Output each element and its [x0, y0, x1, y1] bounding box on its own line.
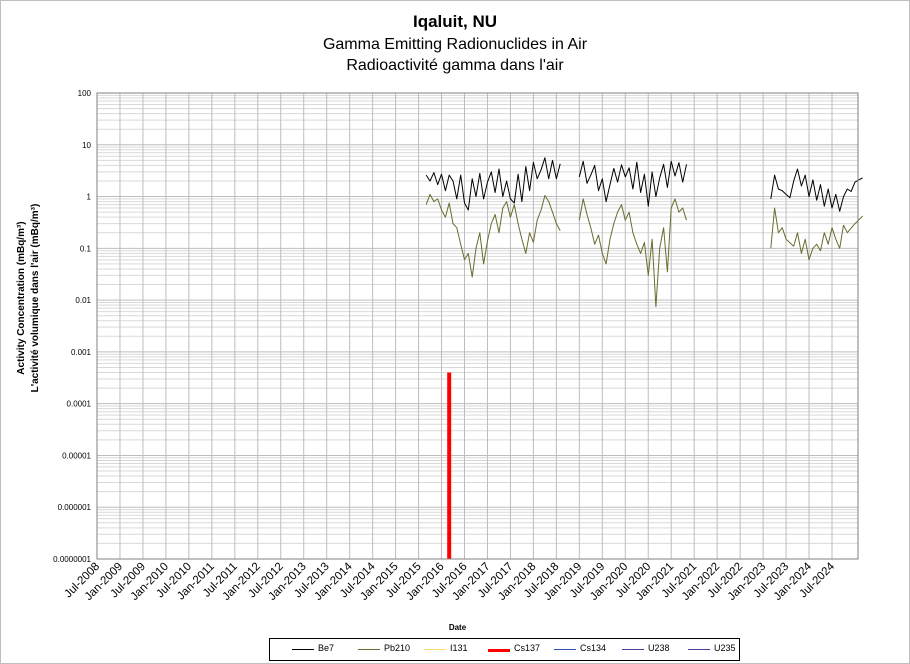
series-line-pb210 [425, 193, 561, 278]
plot-grid [96, 92, 858, 560]
chart-subtitle-en: Gamma Emitting Radionuclides in Air [322, 36, 588, 53]
series-line-be7 [578, 160, 687, 207]
legend-swatch [488, 649, 510, 652]
legend-swatch [358, 649, 380, 650]
y-tick-label: 0.1 [80, 244, 92, 253]
legend-label: I131 [450, 643, 468, 653]
chart-title: Iqaluit, NU [412, 12, 498, 31]
legend-label: U238 [648, 643, 670, 653]
series-line-pb210 [770, 207, 863, 261]
series-line-be7 [425, 157, 561, 211]
legend-label: Pb210 [384, 643, 411, 653]
x-axis-label: Date [449, 623, 467, 632]
chart-subtitle-fr: Radioactivité gamma dans l'air [346, 57, 564, 74]
legend-swatch [554, 649, 576, 650]
y-tick-label: 0.01 [75, 296, 91, 305]
legend-label: Be7 [318, 643, 335, 653]
y-tick-label: 1 [87, 193, 92, 202]
y-axis-label-fr: L'activité volumique dans l'air (mBq/m³) [30, 204, 41, 393]
legend-swatch [292, 649, 314, 650]
y-tick-label: 0.00001 [62, 451, 91, 460]
y-tick-label: 0.0001 [67, 400, 92, 409]
legend-label: Cs137 [514, 643, 541, 653]
y-axis-label-en: Activity Concentration (mBq/m³) [16, 221, 27, 374]
series-line-pb210 [578, 198, 687, 308]
legend-label: U235 [714, 643, 736, 653]
plot-series [425, 157, 863, 559]
y-tick-label: 10 [82, 141, 91, 150]
y-tick-labels: 100 10 1 0.1 0.01 0.001 0.0001 0.00001 0.000001 0… [53, 89, 91, 564]
y-tick-label: 0.0000001 [53, 555, 91, 564]
chart-legend: Be7 Pb210 I131 Cs137 Cs134 U238 U235 [269, 638, 740, 661]
y-tick-label: 0.001 [71, 348, 92, 357]
y-tick-label: 0.000001 [58, 503, 92, 512]
series-line-be7 [770, 168, 863, 212]
legend-swatch [622, 649, 644, 650]
y-tick-label: 100 [78, 89, 92, 98]
legend-swatch [688, 649, 710, 650]
legend-swatch [424, 649, 446, 650]
x-tick-labels: Jul-2008Jan-2009Jul-2009Jan-2010Jul-2010… [62, 560, 837, 603]
legend-label: Cs134 [580, 643, 607, 653]
plot-border [96, 92, 859, 560]
